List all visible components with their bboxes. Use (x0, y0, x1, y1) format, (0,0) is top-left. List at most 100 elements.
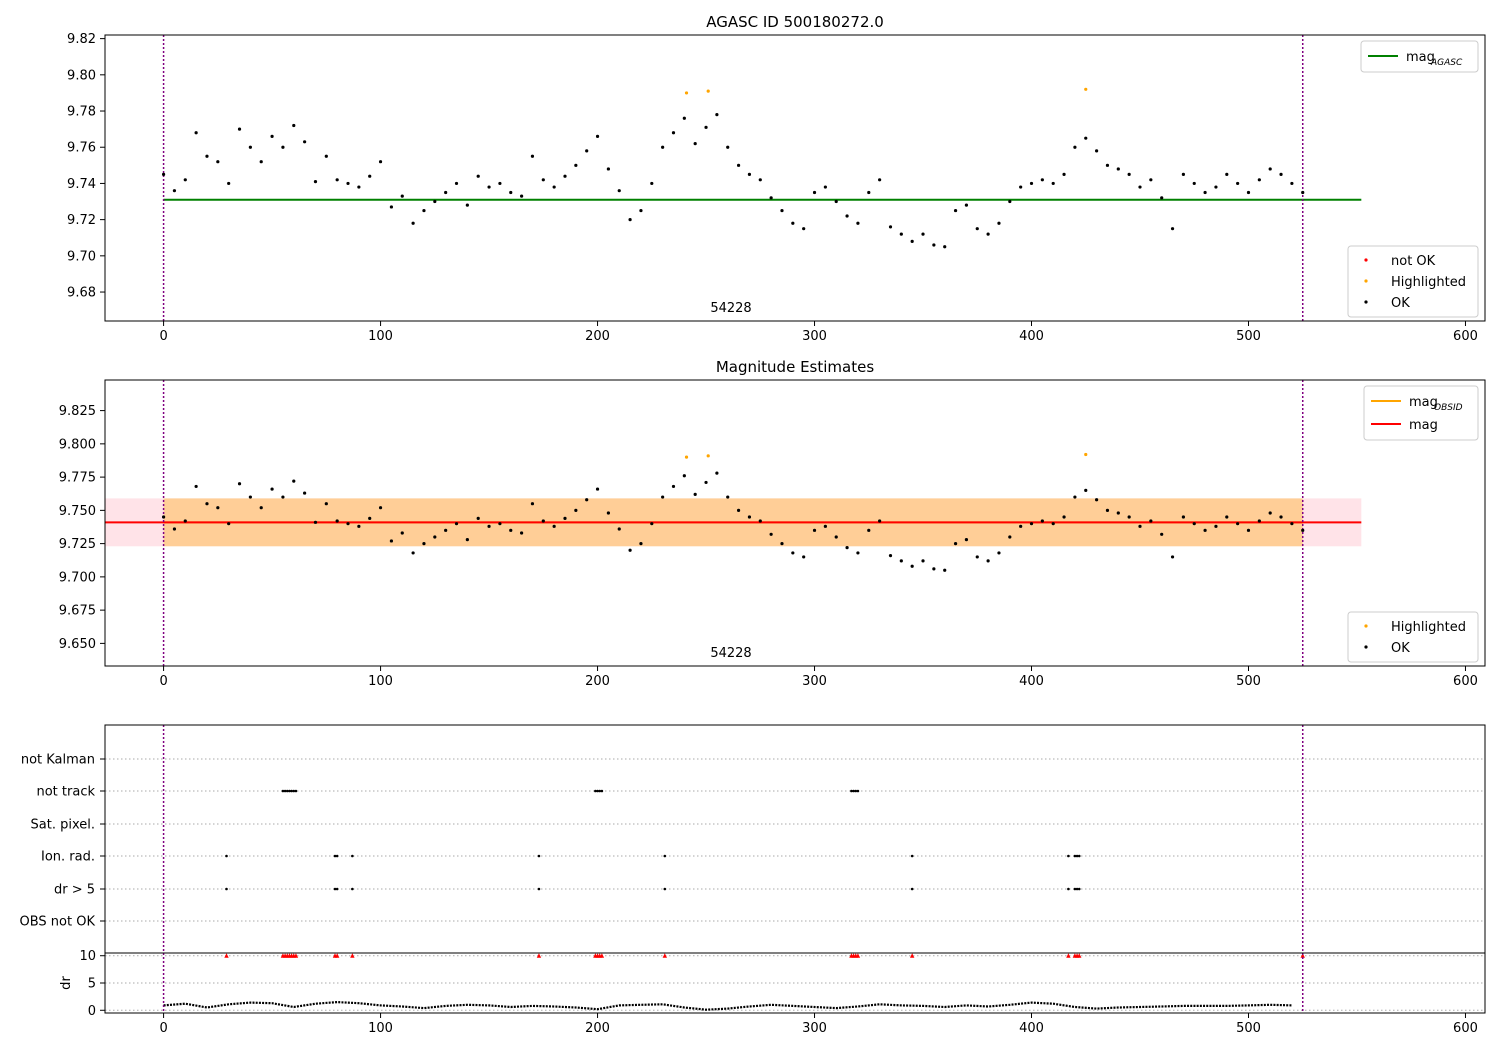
panel1-point (281, 145, 285, 149)
panel1-point (1127, 172, 1131, 176)
panel2-point (281, 495, 285, 499)
panel2-point (606, 511, 610, 515)
panel1-point (541, 178, 545, 182)
flag-point (537, 854, 541, 858)
panel3-xtick-label: 100 (368, 1021, 393, 1036)
dr-clipped-marker (1066, 953, 1071, 958)
panel1-point (1105, 163, 1110, 167)
panel2-point (964, 538, 969, 542)
panel1-point (1019, 185, 1023, 189)
panel2-legend-label: OK (1391, 641, 1410, 656)
flag-point (335, 887, 339, 891)
panel1-ytick-label: 9.72 (67, 213, 96, 228)
panel2-point (780, 542, 784, 546)
panel2-point (726, 495, 730, 499)
panel2-point-legend (1347, 611, 1479, 663)
dr-clipped-marker (599, 953, 605, 958)
panel2-legend-sub: OBSID (1434, 403, 1463, 413)
panel2-obs-label: 54228 (710, 646, 751, 661)
panel2-ytick-label: 9.650 (59, 637, 96, 652)
dr-clipped-marker (334, 953, 340, 958)
panel1-xtick-label: 500 (1236, 329, 1261, 344)
panel2-point (476, 516, 480, 520)
flag-point (351, 854, 354, 858)
flag-point (910, 854, 914, 858)
panel1-point (498, 181, 502, 186)
panel1-point (400, 194, 404, 198)
panel2-legend-marker (1364, 645, 1368, 649)
dr-clipped-marker (536, 953, 542, 958)
panel1-point (183, 178, 187, 182)
panel1-point (303, 140, 307, 144)
panel1-point (758, 178, 762, 182)
panel1-frame (104, 34, 1486, 322)
panel1-obs-label: 54228 (710, 301, 751, 316)
panel3-xtick-label: 500 (1236, 1021, 1261, 1036)
panel1-point (357, 185, 361, 189)
flag-point (1075, 854, 1079, 858)
panel1-ytick-label: 9.76 (67, 141, 96, 156)
panel1-xtick-label: 400 (1019, 329, 1044, 344)
panel2-ytick-label: 9.675 (59, 604, 96, 619)
panel2-point (639, 542, 643, 546)
panel3-xtick-label: 300 (802, 1021, 827, 1036)
panel2-point (346, 522, 350, 526)
panel2-point (769, 532, 773, 536)
panel2-point (693, 492, 697, 496)
panel1-point (899, 232, 903, 236)
panel2-point (671, 484, 676, 489)
panel2-point (1105, 508, 1110, 512)
panel2-point (183, 519, 187, 523)
panel1-point (888, 225, 893, 229)
flag-point (1077, 887, 1081, 891)
panel2-point (1095, 498, 1099, 502)
panel1-point (1062, 172, 1066, 176)
panel1-point-legend (1347, 245, 1479, 318)
panel1-point (726, 145, 730, 149)
panel2-point (324, 502, 328, 506)
panel1-point (520, 194, 524, 198)
panel1-point (986, 232, 990, 236)
panel2-point (791, 551, 795, 555)
panel2-point (1170, 555, 1175, 559)
flag-point (663, 854, 667, 858)
panel1-point (921, 232, 925, 236)
panel2-point (465, 538, 469, 542)
panel1-point (1170, 227, 1175, 231)
panel1-point (1029, 181, 1034, 186)
panel1-point (205, 154, 209, 158)
panel1-point (693, 142, 697, 146)
panel1-point (1236, 181, 1240, 186)
panel1-point (378, 160, 383, 164)
flag-label: Sat. pixel. (31, 818, 95, 833)
panel2-ytick-label: 9.775 (59, 471, 96, 486)
panel1-point (1149, 178, 1153, 182)
panel1-point (1073, 145, 1077, 149)
panel2-point (1138, 524, 1142, 528)
panel1-point (704, 125, 708, 129)
dr-axis-label: dr (59, 976, 74, 990)
flag-point (910, 887, 914, 891)
panel2-point (997, 551, 1001, 555)
panel2-point (1019, 524, 1023, 528)
panel2-point (650, 522, 654, 526)
dr-clipped-marker (224, 953, 229, 958)
panel1-point (769, 196, 773, 200)
panel1-point (172, 189, 177, 193)
panel2-point (411, 551, 415, 555)
panel1-point (1290, 181, 1294, 186)
flag-point (1067, 887, 1070, 891)
panel2-point (1084, 488, 1088, 493)
flag-point (290, 789, 293, 793)
panel1-point (259, 160, 263, 164)
panel2-point (1225, 515, 1229, 519)
panel2-point (802, 555, 806, 559)
panel2-point (888, 553, 893, 558)
panel2-point (986, 559, 990, 563)
panel2-point (509, 528, 513, 532)
panel2-point (422, 542, 426, 546)
dr-series (163, 1000, 1292, 1011)
panel2-point (378, 506, 383, 510)
panel2-point (292, 479, 296, 483)
panel2-point (498, 522, 502, 526)
